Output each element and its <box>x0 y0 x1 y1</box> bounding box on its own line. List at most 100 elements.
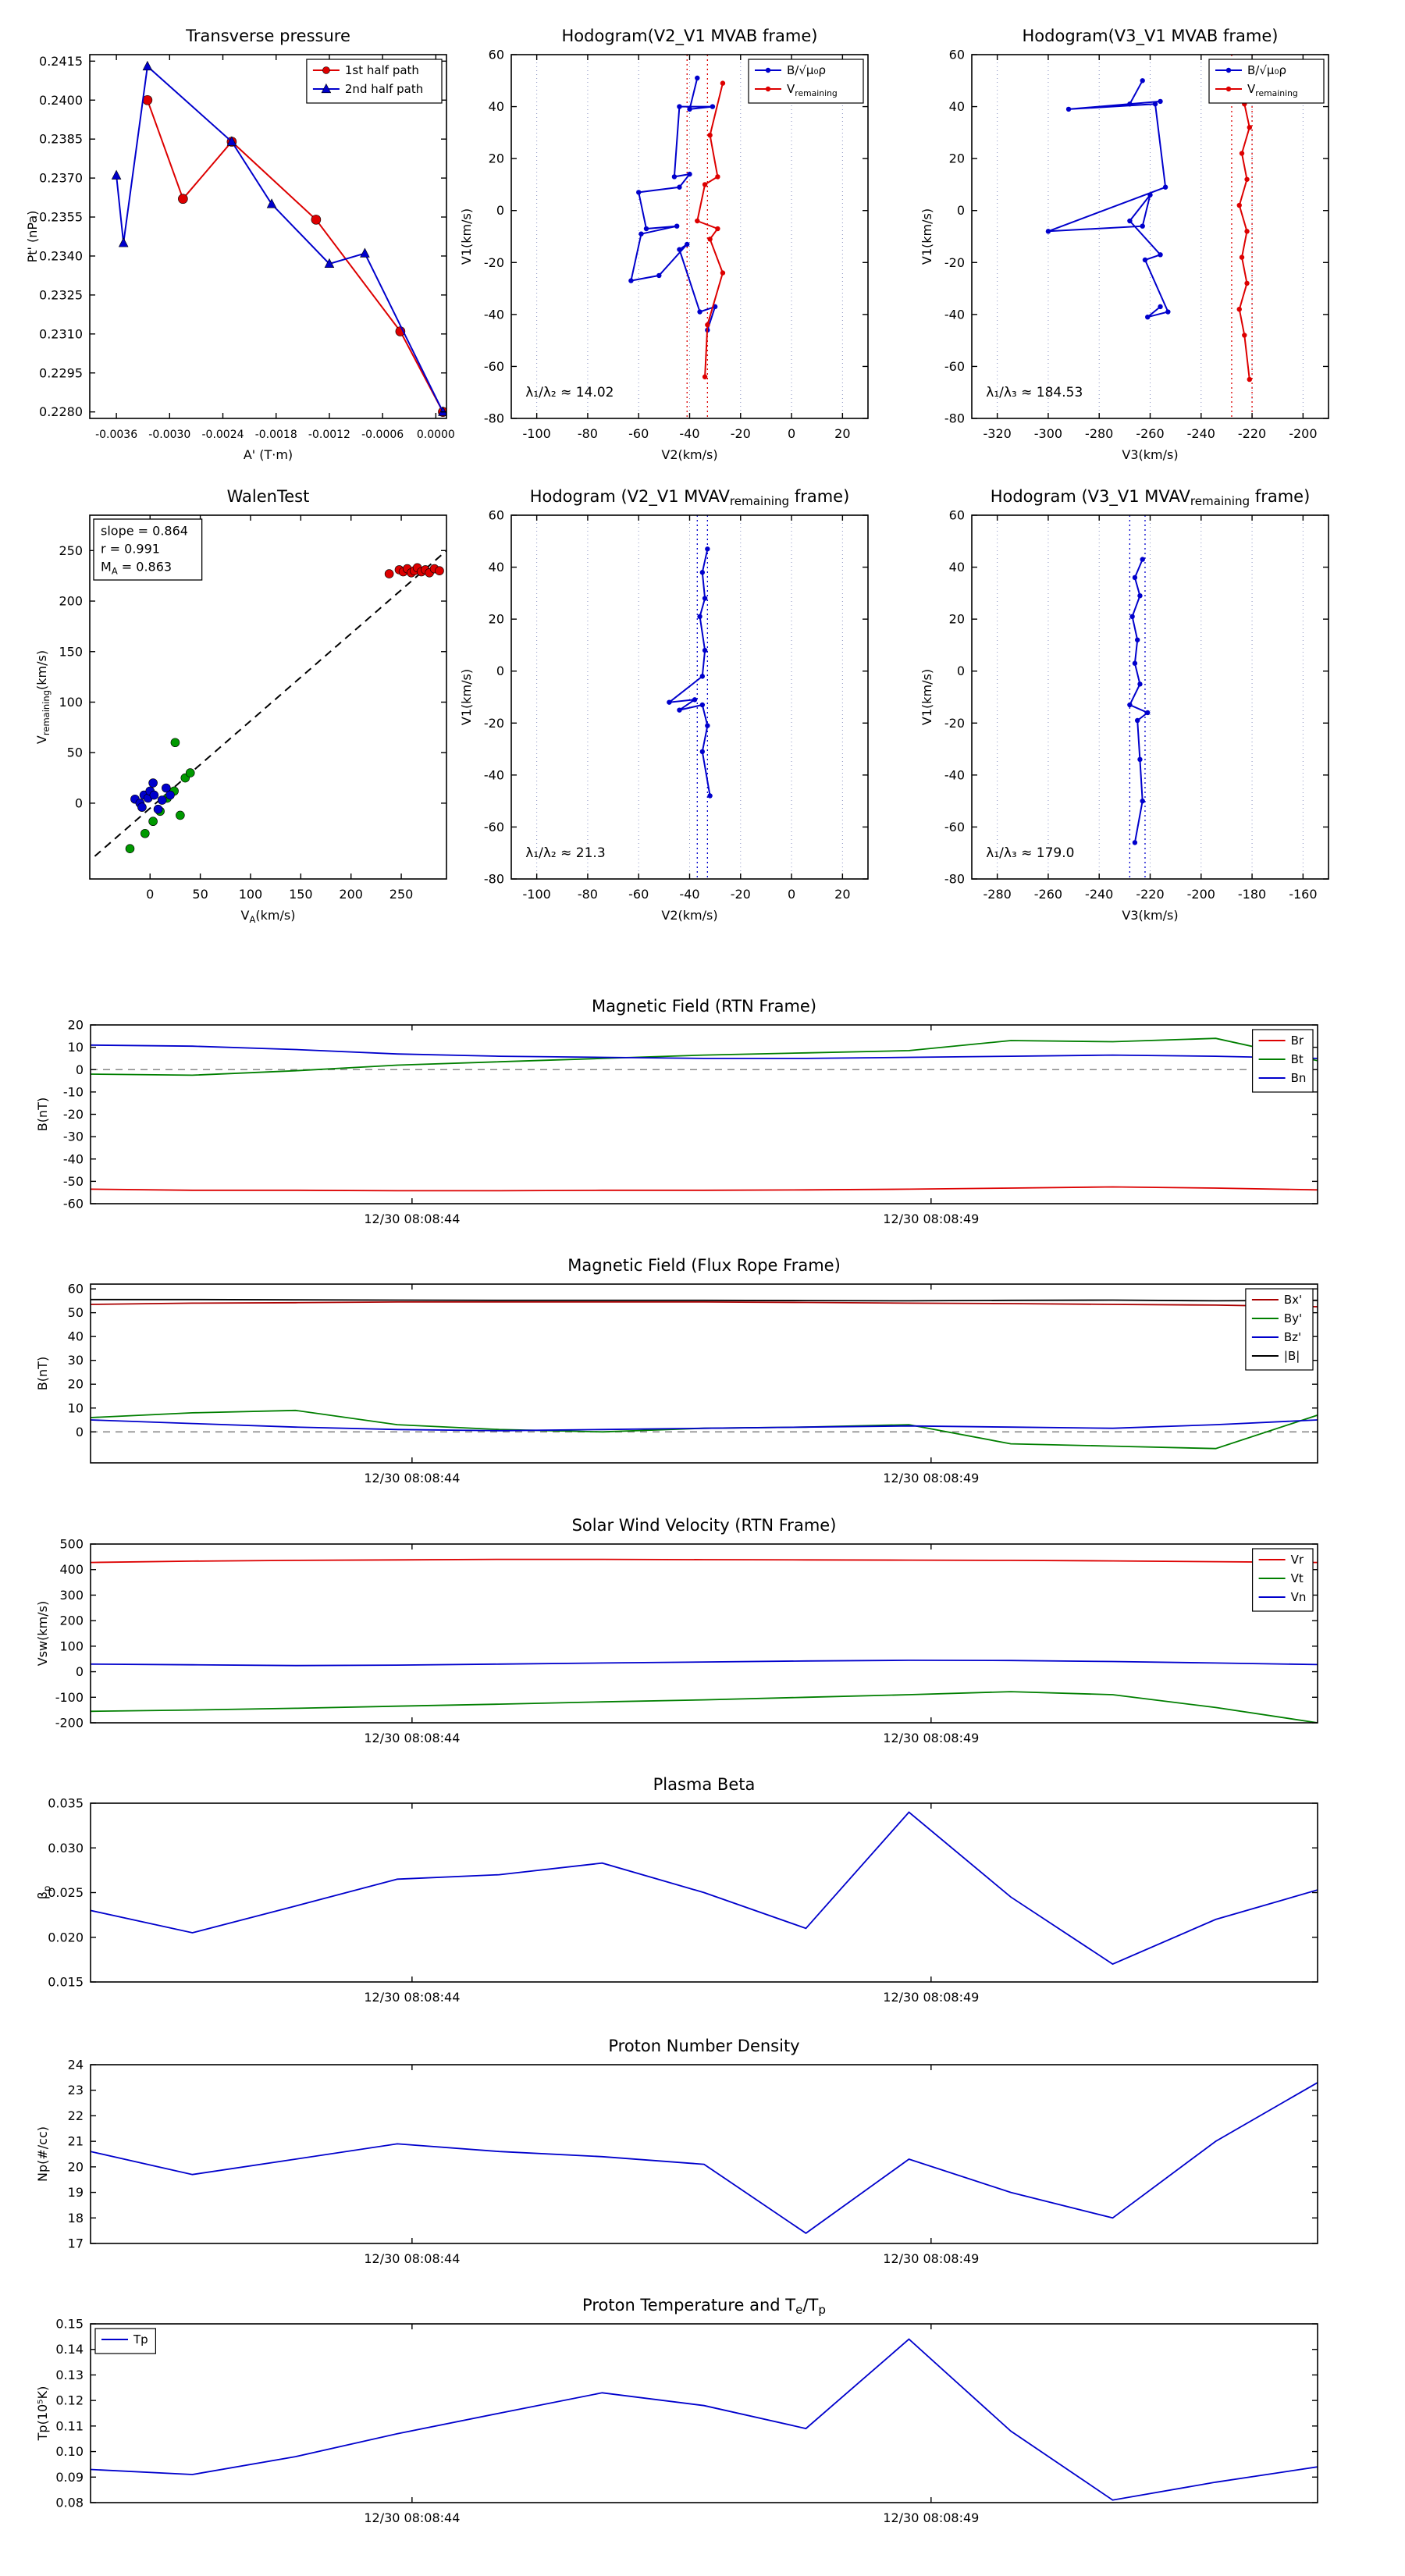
svg-text:βp: βp <box>35 1886 52 1900</box>
svg-text:-60: -60 <box>628 426 649 441</box>
svg-text:Vr: Vr <box>1291 1553 1304 1567</box>
legend: Bx' By' Bz' |B| <box>1245 1288 1314 1371</box>
data-series <box>94 550 446 857</box>
svg-text:0.13: 0.13 <box>55 2368 84 2382</box>
svg-text:0.2340: 0.2340 <box>39 248 83 263</box>
svg-text:Vremaining: Vremaining <box>1247 82 1298 98</box>
svg-text:Vn: Vn <box>1291 1590 1307 1604</box>
svg-text:0.025: 0.025 <box>48 1885 84 1900</box>
svg-text:0: 0 <box>496 664 504 678</box>
proton-number-density-chart: 12/30 08:08:44 12/30 08:08:49 17 18 19 20 21 22… <box>23 2019 1382 2279</box>
data-series <box>667 546 713 799</box>
svg-text:0.2385: 0.2385 <box>39 132 83 147</box>
svg-text:0.2280: 0.2280 <box>39 404 83 419</box>
chart-title: Hodogram(V3_V1 MVAB frame) <box>1023 27 1279 46</box>
svg-text:-200: -200 <box>1289 426 1317 441</box>
svg-text:Np(#/cc): Np(#/cc) <box>35 2126 50 2182</box>
svg-text:λ₁/λ₃ ≈ 184.53: λ₁/λ₃ ≈ 184.53 <box>986 385 1083 400</box>
svg-text:12/30 08:08:44: 12/30 08:08:44 <box>364 1471 460 1485</box>
svg-text:-20: -20 <box>484 255 504 270</box>
svg-text:-80: -80 <box>944 872 965 887</box>
svg-text:20: 20 <box>489 612 504 627</box>
chart-title: Transverse pressure <box>185 27 350 45</box>
svg-text:12/30 08:08:49: 12/30 08:08:49 <box>883 1471 979 1485</box>
stats-box: slope = 0.864 r = 0.991 MA = 0.863 <box>93 518 203 581</box>
svg-text:-20: -20 <box>63 1107 84 1122</box>
legend: Vr Vt Vn <box>1251 1548 1314 1612</box>
svg-text:Tp: Tp <box>133 2332 148 2347</box>
svg-text:V1(km/s): V1(km/s) <box>919 669 934 725</box>
svg-text:Vt: Vt <box>1291 1571 1304 1585</box>
svg-text:30: 30 <box>68 1353 84 1368</box>
svg-text:V2(km/s): V2(km/s) <box>661 908 717 923</box>
proton-number-density-canvas: 12/30 08:08:44 12/30 08:08:49 17 18 19 20 21 22… <box>35 2037 1318 2266</box>
svg-text:12/30 08:08:44: 12/30 08:08:44 <box>364 1212 460 1226</box>
svg-text:40: 40 <box>949 99 965 114</box>
svg-text:-40: -40 <box>484 767 504 782</box>
svg-text:B(nT): B(nT) <box>35 1098 50 1131</box>
svg-text:Vremaining: Vremaining <box>787 82 838 98</box>
hodogram-v3v1-mvab-canvas: -320 -300 -280 -260 -240 -220 -200-80-60-40-20… <box>919 27 1329 462</box>
svg-text:20: 20 <box>834 887 850 902</box>
svg-text:24: 24 <box>68 2058 84 2073</box>
legend: 1st half path 2nd half path <box>306 59 443 104</box>
svg-text:18: 18 <box>68 2211 84 2226</box>
svg-text:17: 17 <box>68 2236 84 2251</box>
svg-text:-40: -40 <box>944 307 965 322</box>
chart-title: Hodogram(V2_V1 MVAB frame) <box>562 27 818 46</box>
svg-text:-280: -280 <box>1085 426 1113 441</box>
svg-text:-240: -240 <box>1085 887 1113 902</box>
magnetic-field-flux-rope-chart: 12/30 08:08:44 12/30 08:08:49 0 10 20 30 40 50 6… <box>23 1239 1382 1498</box>
svg-text:-40: -40 <box>944 767 965 782</box>
svg-text:-40: -40 <box>63 1151 84 1166</box>
chart-title: Solar Wind Velocity (RTN Frame) <box>572 1516 837 1535</box>
svg-text:23: 23 <box>68 2083 84 2097</box>
svg-text:20: 20 <box>68 1018 84 1033</box>
svg-text:60: 60 <box>489 48 504 62</box>
svg-text:λ₁/λ₂ ≈ 14.02: λ₁/λ₂ ≈ 14.02 <box>525 385 614 400</box>
svg-text:12/30 08:08:44: 12/30 08:08:44 <box>364 1731 460 1745</box>
svg-text:Bx': Bx' <box>1284 1293 1302 1307</box>
svg-text:20: 20 <box>949 151 965 166</box>
svg-text:0.2310: 0.2310 <box>39 326 83 341</box>
svg-text:Vsw(km/s): Vsw(km/s) <box>35 1601 50 1666</box>
svg-text:|B|: |B| <box>1284 1349 1300 1363</box>
svg-text:60: 60 <box>949 48 965 62</box>
svg-text:-20: -20 <box>944 255 965 270</box>
svg-text:-0.0006: -0.0006 <box>361 429 404 441</box>
svg-text:-260: -260 <box>1034 887 1062 902</box>
svg-text:60: 60 <box>68 1282 84 1297</box>
svg-text:-80: -80 <box>578 426 598 441</box>
svg-text:40: 40 <box>949 560 965 575</box>
svg-text:-100: -100 <box>55 1690 84 1705</box>
svg-text:0.14: 0.14 <box>55 2342 84 2357</box>
hodogram-v2v1-mvab-canvas: -100 -80 -60 -40 -20 0 20 -80 -60 -40 -20 0 20 40 60 Ho… <box>459 27 869 462</box>
svg-text:0.15: 0.15 <box>55 2317 84 2332</box>
svg-text:20: 20 <box>834 426 850 441</box>
svg-text:-10: -10 <box>63 1084 84 1099</box>
proton-temperature-canvas: 12/30 08:08:44 12/30 08:08:49 0.08 0.09 0.10… <box>35 2296 1318 2525</box>
svg-text:-40: -40 <box>679 887 699 902</box>
svg-text:-200: -200 <box>55 1716 84 1731</box>
svg-text:0.0000: 0.0000 <box>417 429 455 441</box>
svg-text:12/30 08:08:44: 12/30 08:08:44 <box>364 2510 460 2525</box>
svg-text:Bt: Bt <box>1291 1052 1304 1066</box>
svg-text:0: 0 <box>76 1062 84 1077</box>
magnetic-field-rtn-canvas: 12/30 08:08:44 12/30 08:08:49 -60 -50 -40 -30… <box>35 997 1318 1226</box>
svg-text:200: 200 <box>59 594 83 609</box>
svg-text:10: 10 <box>68 1040 84 1055</box>
svg-text:12/30 08:08:49: 12/30 08:08:49 <box>883 1990 979 2005</box>
svg-text:-80: -80 <box>578 887 598 902</box>
svg-text:slope = 0.864: slope = 0.864 <box>101 524 188 539</box>
svg-text:r = 0.991: r = 0.991 <box>101 542 160 557</box>
svg-text:20: 20 <box>68 2159 84 2174</box>
svg-text:-260: -260 <box>1136 426 1164 441</box>
svg-text:-60: -60 <box>944 359 965 374</box>
svg-text:0.2370: 0.2370 <box>39 171 83 186</box>
svg-text:-0.0012: -0.0012 <box>308 429 350 441</box>
svg-text:-60: -60 <box>484 359 504 374</box>
svg-text:λ₁/λ₃ ≈ 179.0: λ₁/λ₃ ≈ 179.0 <box>986 845 1074 861</box>
svg-text:300: 300 <box>59 1588 84 1603</box>
svg-text:0: 0 <box>788 887 795 902</box>
svg-text:12/30 08:08:49: 12/30 08:08:49 <box>883 1731 979 1745</box>
